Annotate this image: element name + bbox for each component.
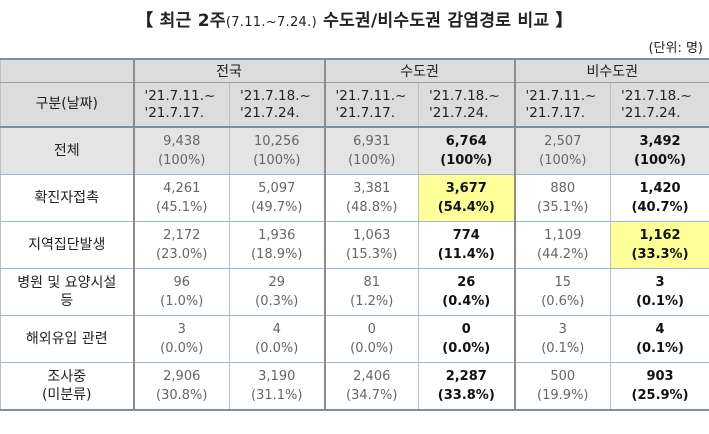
- value-cell: 880 (35.1%): [513, 174, 612, 222]
- value-cell: 1,420 (40.7%): [610, 174, 709, 222]
- value-cell: 1,936 (18.9%): [228, 221, 326, 269]
- value-cell: 5,097 (49.7%): [228, 174, 326, 222]
- value-cell: 1,109 (44.2%): [513, 221, 612, 269]
- value-cell: 4,261 (45.1%): [132, 174, 230, 222]
- period-cell: '21.7.18.~ '21.7.24.: [228, 82, 326, 128]
- period-cell: '21.7.18.~ '21.7.24.: [418, 82, 516, 128]
- value-cell: 6,764 (100%): [418, 127, 516, 175]
- row-header-label: 구분(날짜): [0, 82, 134, 128]
- value-cell: 4 (0.0%): [228, 315, 326, 363]
- row-label: 해외유입 관련: [0, 315, 134, 363]
- period-cell: '21.7.18.~ '21.7.24.: [610, 82, 709, 128]
- region-header-nationwide: 전국: [132, 58, 326, 83]
- value-cell: 2,906 (30.8%): [132, 362, 230, 411]
- value-cell: 26 (0.4%): [418, 268, 516, 316]
- value-cell: 4 (0.1%): [610, 315, 709, 363]
- region-header-row: 전국 수도권 비수도권: [0, 58, 709, 83]
- value-cell-highlighted: 1,162 (33.3%): [610, 221, 709, 269]
- value-cell: 2,172 (23.0%): [132, 221, 230, 269]
- value-cell: 3 (0.0%): [132, 315, 230, 363]
- region-header-capital: 수도권: [323, 58, 516, 83]
- row-label: 지역집단발생: [0, 221, 134, 269]
- value-cell: 3,381 (48.8%): [323, 174, 420, 222]
- value-cell: 2,287 (33.8%): [418, 362, 516, 411]
- table-row-total: 전체 9,438 (100%) 10,256 (100%) 6,931 (100%) …: [0, 127, 709, 175]
- value-cell: 3,190 (31.1%): [228, 362, 326, 411]
- value-cell: 3,492 (100%): [610, 127, 709, 175]
- period-cell: '21.7.11.~ '21.7.17.: [323, 82, 420, 128]
- table-row-investigating: 조사중 (미분류) 2,906 (30.8%) 3,190 (31.1%) 2,406…: [0, 362, 709, 411]
- table-row-contact: 확진자접촉 4,261 (45.1%) 5,097 (49.7%) 3,381 (48…: [0, 174, 709, 222]
- title-main: 【 최근 2주: [136, 11, 226, 31]
- value-cell: 10,256 (100%): [228, 127, 326, 175]
- row-label: 확진자접촉: [0, 174, 134, 222]
- value-cell: 96 (1.0%): [132, 268, 230, 316]
- table-row-hospital: 병원 및 요양시설 등 96 (1.0%) 29 (0.3%) 81 (1.2%) 26…: [0, 268, 709, 316]
- value-cell: 0 (0.0%): [323, 315, 420, 363]
- period-cell: '21.7.11.~ '21.7.17.: [513, 82, 612, 128]
- value-cell-highlighted: 3,677 (54.4%): [418, 174, 516, 222]
- region-header-noncapital: 비수도권: [513, 58, 709, 83]
- row-label: 조사중 (미분류): [0, 362, 134, 411]
- value-cell: 2,406 (34.7%): [323, 362, 420, 411]
- value-cell: 774 (11.4%): [418, 221, 516, 269]
- value-cell: 500 (19.9%): [513, 362, 612, 411]
- table-row-overseas: 해외유입 관련 3 (0.0%) 4 (0.0%) 0 (0.0%) 0 (0.0%) …: [0, 315, 709, 363]
- comparison-table: 전국 수도권 비수도권 구분(날짜) '21.7.11.~ '21.7.17. '…: [0, 58, 709, 411]
- period-header-row: 구분(날짜) '21.7.11.~ '21.7.17. '21.7.18.~ '21…: [0, 82, 709, 128]
- unit-label: (단위: 명): [648, 41, 703, 56]
- value-cell: 15 (0.6%): [513, 268, 612, 316]
- value-cell: 6,931 (100%): [323, 127, 420, 175]
- value-cell: 3 (0.1%): [513, 315, 612, 363]
- value-cell: 1,063 (15.3%): [323, 221, 420, 269]
- table-row-cluster: 지역집단발생 2,172 (23.0%) 1,936 (18.9%) 1,063 (1…: [0, 221, 709, 269]
- value-cell: 29 (0.3%): [228, 268, 326, 316]
- value-cell: 903 (25.9%): [610, 362, 709, 411]
- corner-cell: [0, 58, 134, 83]
- row-label: 전체: [0, 127, 134, 175]
- value-cell: 9,438 (100%): [132, 127, 230, 175]
- period-cell: '21.7.11.~ '21.7.17.: [132, 82, 230, 128]
- value-cell: 3 (0.1%): [610, 268, 709, 316]
- value-cell: 2,507 (100%): [513, 127, 612, 175]
- title-dates: (7.11.~7.24.): [225, 15, 317, 30]
- row-label: 병원 및 요양시설 등: [0, 268, 134, 316]
- table-title: 【 최근 2주(7.11.~7.24.) 수도권/비수도권 감염경로 비교 】: [0, 6, 709, 31]
- title-rest: 수도권/비수도권 감염경로 비교 】: [316, 11, 573, 31]
- value-cell: 0 (0.0%): [418, 315, 516, 363]
- value-cell: 81 (1.2%): [323, 268, 420, 316]
